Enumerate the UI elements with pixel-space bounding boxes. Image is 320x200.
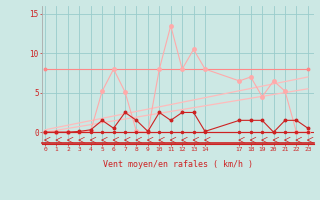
X-axis label: Vent moyen/en rafales ( km/h ): Vent moyen/en rafales ( km/h ) — [103, 160, 252, 169]
